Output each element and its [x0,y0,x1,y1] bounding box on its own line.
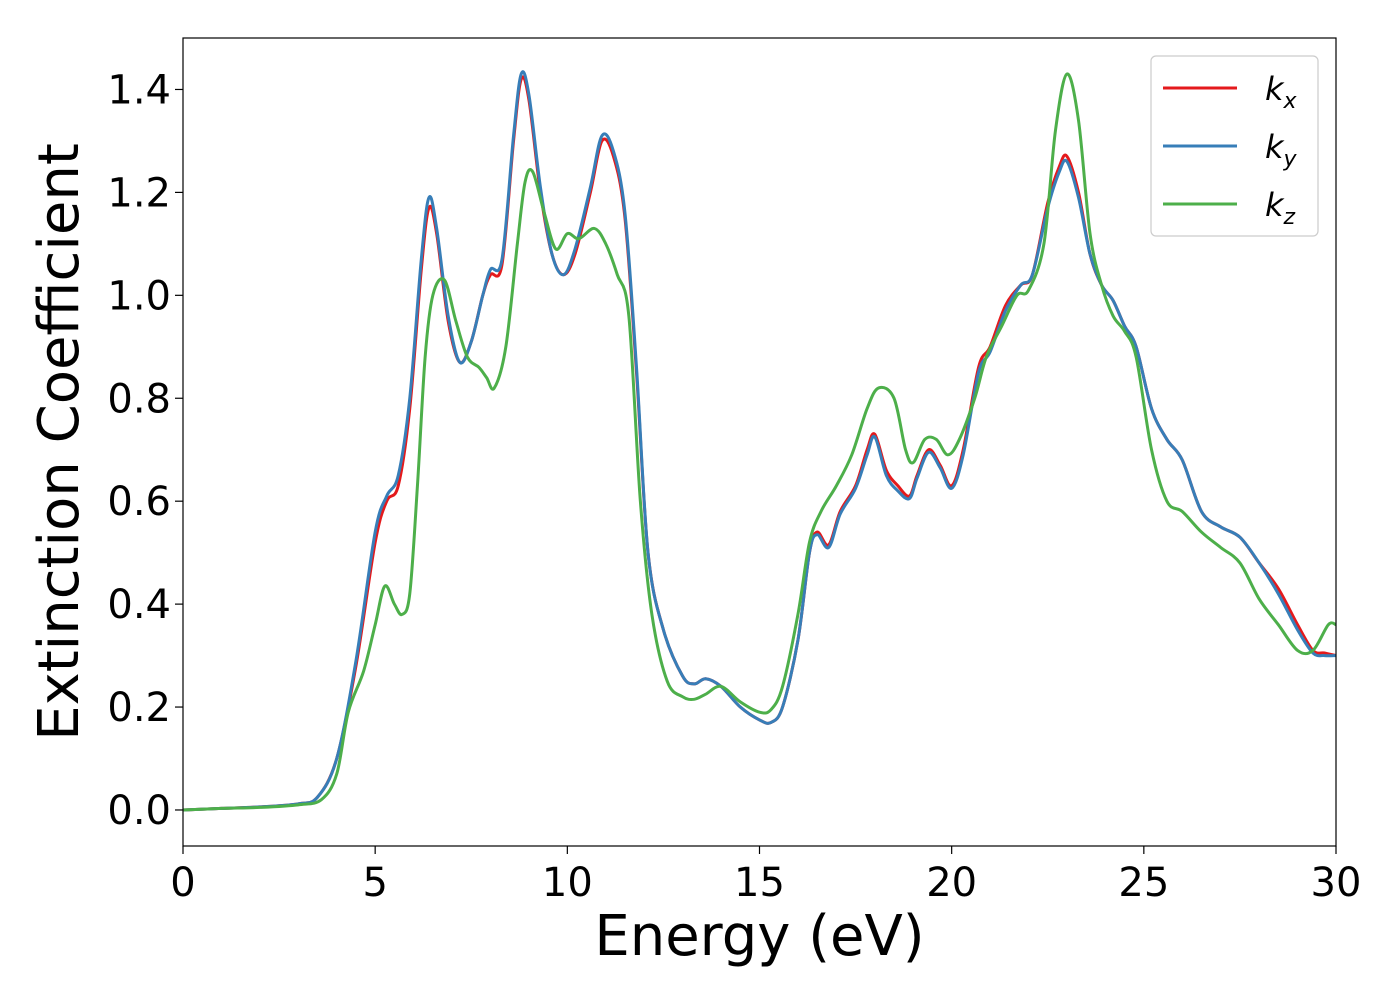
plot-area [183,70,1336,812]
x-tick-label: 25 [1118,860,1169,906]
y-tick-label: 1.4 [107,67,171,113]
y-tick-label: 0.4 [107,582,171,628]
x-tick-label: 30 [1311,860,1362,906]
y-tick-label: 1.2 [107,170,171,216]
axes: 0 5 10 15 20 25 30 0.0 0.2 0.4 0.6 0.8 1.0 1.2 1.4 [107,37,1362,906]
y-tick-label: 0.6 [107,479,171,525]
y-tick-label: 0.2 [107,685,171,731]
x-axis-label: Energy (eV) [594,904,924,969]
legend-label-x: kx [1265,70,1298,114]
x-tick-label: 10 [542,860,593,906]
legend-label-z: kz [1265,186,1296,230]
x-tick-label: 5 [362,860,387,906]
x-tick-label: 15 [734,860,785,906]
series-lines [183,70,1336,812]
x-tick-label: 0 [170,860,195,906]
series-line-y [183,70,1336,812]
legend-label-y: ky [1265,128,1298,172]
x-tick-label: 20 [926,860,977,906]
y-tick-label: 0.8 [107,376,171,422]
legend: kx ky kz [1150,55,1319,237]
y-tick-label: 1.0 [107,273,171,319]
y-axis-label: Extinction Coefficient [27,143,92,741]
y-tick-label: 0.0 [107,788,171,834]
series-line-z [183,72,1336,812]
